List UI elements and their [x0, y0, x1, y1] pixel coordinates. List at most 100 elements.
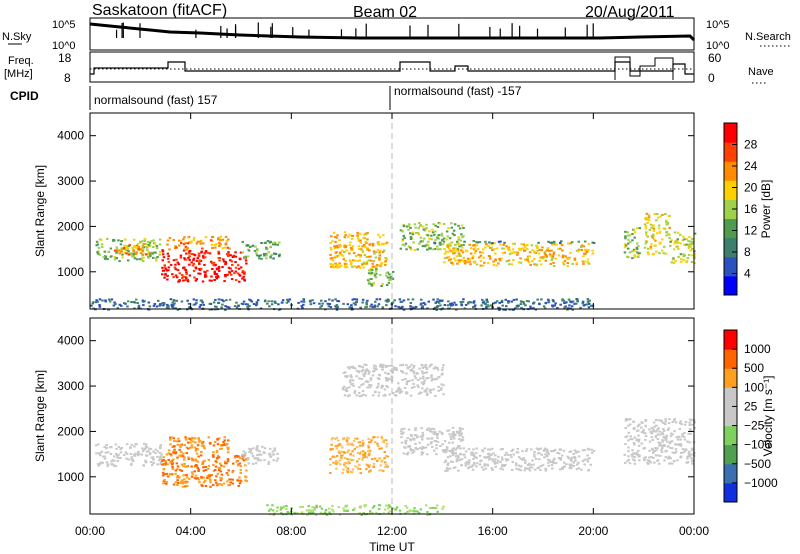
scatter-cell [581, 300, 585, 303]
scatter-cell [188, 263, 191, 266]
scatter-cell [255, 302, 259, 305]
scatter-cell [437, 375, 440, 378]
scatter-cell [267, 461, 271, 464]
scatter-cell [537, 252, 541, 255]
scatter-cell [632, 248, 636, 251]
scatter-cell [625, 435, 629, 438]
scatter-cell [542, 449, 546, 452]
scatter-cell [580, 244, 584, 247]
scatter-cell [271, 450, 275, 453]
scatter-cell [588, 299, 591, 302]
scatter-cell [652, 233, 655, 236]
scatter-cell [152, 450, 155, 453]
scatter-cell [192, 257, 196, 260]
scatter-cell [659, 444, 663, 447]
scatter-cell [345, 263, 348, 266]
scatter-cell [637, 429, 640, 432]
scatter-cell [274, 241, 277, 244]
scatter-cell [458, 227, 462, 230]
scatter-cell [572, 461, 575, 464]
scatter-cell [98, 452, 102, 454]
scatter-cell [394, 390, 398, 393]
scatter-cell [216, 456, 219, 459]
scatter-cell [433, 233, 436, 236]
scatter-cell [182, 458, 186, 461]
scatter-cell [378, 504, 382, 507]
scatter-cell [679, 233, 682, 236]
scatter-cell [190, 444, 194, 447]
scatter-cell [362, 393, 365, 396]
scatter-cell [461, 224, 464, 227]
scatter-cell [547, 458, 550, 461]
scatter-cell [640, 421, 643, 424]
scatter-cell [359, 239, 362, 242]
scatter-cell [164, 462, 168, 465]
scatter-cell [664, 418, 667, 421]
scatter-cell [260, 257, 263, 260]
scatter-cell [523, 249, 526, 252]
power-x-ticks [89, 113, 695, 309]
scatter-cell [627, 450, 630, 453]
scatter-cell [459, 447, 462, 450]
scatter-cell [443, 304, 447, 306]
scatter-cell [562, 263, 566, 266]
scatter-cell [529, 463, 532, 466]
scatter-cell [339, 444, 343, 447]
scatter-cell [385, 377, 388, 380]
scatter-cell [239, 469, 242, 472]
scatter-cell [628, 418, 632, 421]
scatter-cell [118, 303, 122, 306]
scatter-cell [479, 264, 482, 267]
scatter-cell [349, 260, 352, 263]
scatter-cell [218, 462, 222, 465]
scatter-cell [391, 371, 394, 374]
scatter-cell [626, 460, 629, 463]
scatter-cell [400, 300, 404, 303]
scatter-cell [516, 253, 519, 256]
scatter-cell [185, 272, 188, 275]
scatter-cell [130, 456, 134, 459]
scatter-cell [465, 250, 469, 253]
scatter-cell [342, 258, 345, 261]
scatter-cell [431, 231, 435, 234]
colorbar-tick-label: 24 [744, 159, 758, 173]
scatter-cell [448, 237, 452, 240]
scatter-cell [346, 395, 350, 398]
scatter-cell [197, 470, 200, 472]
scatter-cell [424, 446, 428, 449]
scatter-cell [140, 240, 144, 243]
scatter-cell [581, 460, 585, 463]
scatter-cell [507, 259, 511, 262]
scatter-cell [171, 467, 174, 470]
scatter-cell [449, 455, 452, 458]
scatter-cell [109, 446, 112, 448]
scatter-cell [179, 256, 183, 259]
scatter-cell [232, 462, 235, 465]
scatter-cell [149, 461, 153, 464]
scatter-cell [504, 308, 507, 311]
scatter-cell [340, 456, 343, 459]
scatter-cell [246, 255, 250, 258]
scatter-cell [406, 453, 409, 456]
scatter-cell [569, 300, 572, 303]
scatter-cell [329, 458, 332, 461]
scatter-cell [689, 419, 693, 422]
scatter-cell [420, 306, 424, 309]
scatter-cell [214, 263, 217, 266]
scatter-cell [659, 419, 663, 422]
scatter-cell [461, 236, 464, 239]
scatter-cell [241, 277, 244, 280]
scatter-cell [358, 464, 361, 467]
scatter-cell [550, 464, 554, 467]
scatter-cell [255, 446, 259, 449]
scatter-cell [359, 472, 362, 475]
scatter-cell [506, 458, 510, 461]
scatter-cell [542, 305, 546, 308]
scatter-cell [345, 440, 349, 443]
scatter-cell [273, 447, 276, 450]
scatter-cell [168, 248, 171, 251]
scatter-cell [139, 252, 143, 255]
scatter-cell [466, 257, 470, 260]
scatter-cell [551, 257, 554, 260]
